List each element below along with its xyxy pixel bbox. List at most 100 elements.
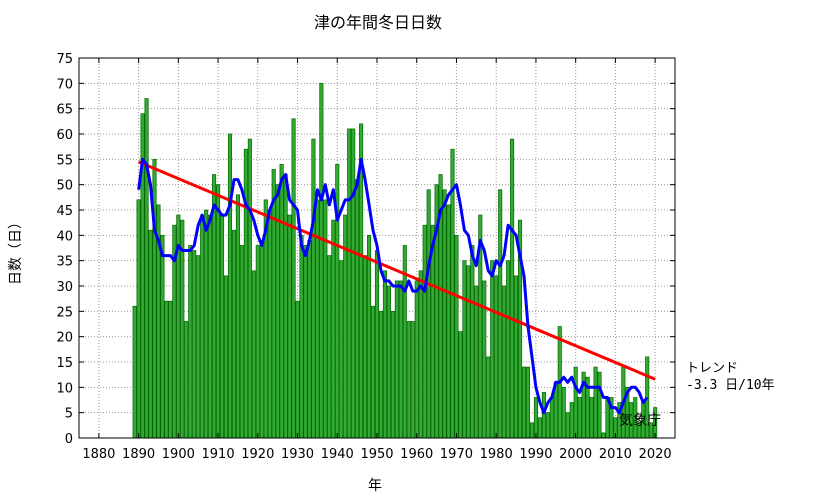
x-axis: 1880 1890 1900 1910 1920 1930 1940 1950 1960 1970… — [82, 58, 672, 462]
bar — [466, 265, 471, 439]
y-tick-label: 50 — [56, 179, 73, 194]
bar — [319, 82, 324, 439]
bar — [231, 229, 236, 439]
bar — [486, 356, 491, 439]
bar — [307, 240, 312, 439]
y-tick-label: 55 — [56, 153, 73, 168]
bar — [287, 214, 292, 439]
bar — [601, 432, 606, 439]
y-tick-label: 20 — [56, 331, 73, 346]
bar — [541, 392, 546, 439]
bar — [235, 194, 240, 439]
chart-title: 津の年間冬日日数 — [314, 13, 442, 32]
bar — [545, 412, 550, 439]
bar — [573, 366, 578, 439]
bar — [502, 285, 507, 439]
bar — [275, 184, 280, 439]
bar — [144, 98, 149, 439]
x-tick-label: 1970 — [440, 447, 473, 462]
y-tick-label: 10 — [56, 381, 73, 396]
bar — [220, 214, 225, 439]
x-tick-label: 1980 — [480, 447, 513, 462]
credit-label: 気象庁 — [619, 413, 661, 429]
bar — [537, 417, 542, 439]
bar — [136, 199, 141, 439]
bar — [295, 300, 300, 439]
x-tick-label: 2000 — [559, 447, 592, 462]
bar — [223, 275, 229, 439]
bar — [355, 179, 360, 439]
bar — [597, 371, 602, 439]
bar — [446, 204, 451, 439]
bar — [311, 138, 316, 439]
bar — [561, 386, 566, 439]
bar — [474, 285, 479, 439]
x-tick-label: 1940 — [321, 447, 354, 462]
bar — [458, 331, 463, 439]
bar — [327, 255, 332, 439]
bar — [367, 234, 372, 439]
y-tick-label: 40 — [56, 229, 73, 244]
bar — [422, 224, 427, 439]
x-tick-label: 1880 — [82, 447, 115, 462]
y-tick-label: 35 — [56, 255, 73, 270]
x-tick-label: 1960 — [400, 447, 433, 462]
trend-line — [138, 160, 656, 381]
bar — [168, 300, 173, 439]
bar — [390, 310, 395, 439]
bar — [398, 280, 403, 439]
line-series — [137, 157, 656, 415]
bar — [208, 214, 213, 439]
y-tick-label: 30 — [56, 280, 73, 295]
bar — [370, 305, 376, 439]
bar — [227, 133, 233, 439]
bar — [247, 138, 252, 439]
x-tick-label: 1910 — [202, 447, 235, 462]
x-tick-label: 1900 — [162, 447, 195, 462]
y-tick-label: 65 — [56, 103, 73, 118]
bar — [299, 234, 304, 439]
bar — [482, 280, 487, 439]
y-tick-label: 15 — [56, 356, 73, 371]
bar — [514, 275, 519, 439]
bar — [192, 250, 197, 439]
bar — [132, 305, 137, 439]
bar — [569, 402, 574, 439]
bar — [267, 209, 272, 439]
bar — [394, 280, 399, 439]
bar — [196, 255, 201, 439]
bar — [462, 260, 467, 439]
x-tick-label: 1950 — [360, 447, 393, 462]
bar — [323, 199, 328, 439]
bar — [283, 174, 288, 439]
bar — [414, 280, 419, 439]
bar — [589, 397, 594, 439]
bar — [279, 164, 284, 439]
y-tick-label: 70 — [56, 77, 73, 92]
bar — [291, 118, 296, 439]
bar — [506, 260, 511, 439]
bar — [442, 189, 447, 439]
y-tick-label: 75 — [56, 52, 73, 67]
bar — [565, 412, 570, 439]
bar — [549, 397, 554, 439]
bar — [470, 245, 475, 439]
moving-average-line — [137, 157, 649, 415]
x-tick-label: 2010 — [599, 447, 632, 462]
bar — [351, 128, 356, 439]
bar — [200, 214, 205, 439]
bar — [494, 275, 499, 439]
bar — [180, 219, 185, 439]
bar — [454, 234, 459, 439]
y-tick-label: 60 — [56, 128, 73, 143]
trend-label: トレンド — [686, 361, 738, 376]
y-tick-label: 45 — [56, 204, 73, 219]
x-tick-label: 1930 — [281, 447, 314, 462]
bar — [271, 169, 276, 439]
bar — [374, 250, 380, 439]
bar — [386, 285, 391, 439]
bar — [239, 245, 244, 439]
bar — [188, 245, 193, 439]
x-tick-label: 1890 — [122, 447, 155, 462]
